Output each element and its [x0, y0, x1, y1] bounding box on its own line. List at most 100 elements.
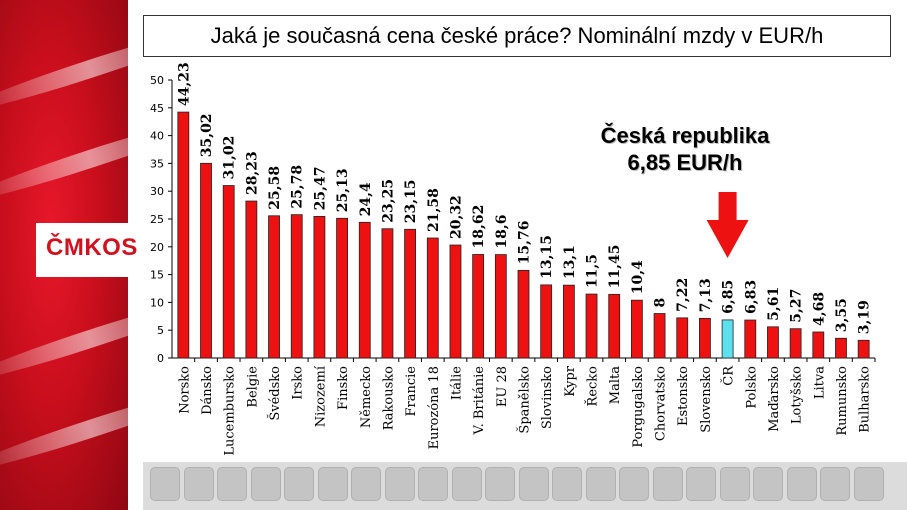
category-label: V. Británie	[472, 366, 487, 436]
bar	[767, 326, 779, 359]
category-label: Porgugalsko	[631, 366, 646, 448]
bar	[177, 111, 190, 359]
value-label: 31,02	[222, 136, 238, 180]
dlv-logo	[384, 467, 415, 501]
value-label: 3,19	[857, 300, 873, 334]
value-label: 6,85	[721, 280, 737, 314]
bar	[313, 215, 326, 359]
value-label: 7,22	[675, 278, 691, 312]
union-logo	[150, 467, 180, 501]
category-label: Švédsko	[266, 366, 283, 421]
category-label: Slovensko	[699, 366, 714, 433]
bar	[585, 293, 598, 359]
union-logo	[351, 467, 381, 501]
category-label: Francie	[404, 366, 419, 417]
value-label: 8	[653, 298, 669, 308]
union-logo	[753, 467, 783, 501]
union-logo	[317, 467, 348, 501]
category-label: Finsko	[336, 366, 351, 410]
bar	[494, 254, 507, 359]
union-logo	[418, 467, 448, 501]
bar	[517, 269, 530, 359]
value-label: 35,02	[199, 113, 215, 157]
category-label: Irsko	[291, 366, 306, 400]
bar	[268, 215, 280, 359]
category-label: Polsko	[744, 366, 759, 409]
y-tick-label: 20	[150, 241, 164, 254]
union-logo	[451, 467, 482, 501]
value-label: 25,58	[267, 166, 283, 210]
value-label: 23,25	[380, 179, 396, 223]
bar	[200, 162, 212, 359]
cmkos-logo: ČMKOS	[46, 234, 138, 261]
vos-logo	[853, 467, 884, 501]
bar	[562, 284, 575, 359]
osd-logo	[284, 467, 314, 501]
y-tick-label: 5	[157, 324, 164, 337]
value-label: 11,45	[607, 244, 623, 288]
value-label: 3,55	[834, 298, 850, 332]
value-label: 18,62	[471, 205, 487, 249]
value-label: 25,47	[312, 167, 328, 211]
y-tick-label: 30	[150, 185, 164, 198]
category-label: Belgie	[245, 366, 260, 408]
bar	[245, 200, 258, 359]
y-tick-label: 40	[150, 130, 164, 143]
y-tick-label: 50	[150, 74, 164, 87]
school-union-logo	[183, 467, 214, 501]
category-label: Lotyšsko	[790, 366, 805, 424]
value-label: 11,5	[585, 254, 601, 288]
y-tick-label: 0	[157, 352, 164, 365]
category-label: Eurozóna 18	[427, 366, 442, 449]
logo-box	[36, 223, 156, 277]
annotation-line2: 6,85 EUR/h	[627, 150, 743, 175]
bar	[381, 228, 394, 359]
category-label: Bulharsko	[858, 366, 873, 433]
category-label: Španělsko	[516, 366, 533, 434]
category-label: Itálie	[449, 366, 464, 400]
category-label: Dánsko	[200, 366, 215, 415]
union-logo	[585, 467, 616, 501]
value-label: 7,13	[698, 278, 714, 312]
chart-title: Jaká je současná cena české práce? Nomin…	[143, 15, 891, 57]
value-label: 13,15	[539, 235, 555, 279]
union-logo	[652, 467, 683, 501]
arrow-shaft	[718, 192, 737, 222]
bar	[812, 331, 825, 359]
union-logo	[518, 467, 549, 501]
bar	[290, 214, 303, 359]
union-logo	[619, 467, 649, 501]
value-label: 13,1	[562, 245, 578, 279]
bar	[653, 313, 666, 359]
bar	[404, 228, 417, 359]
value-label: 4,68	[811, 292, 827, 326]
union-logo	[686, 467, 716, 501]
bar	[426, 237, 439, 359]
bar	[336, 217, 348, 359]
value-label: 24,4	[358, 182, 374, 216]
union-logo	[820, 467, 850, 501]
value-label: 15,76	[517, 221, 533, 265]
value-label: 25,13	[335, 168, 351, 212]
value-label: 5,61	[766, 287, 782, 321]
category-label: EU 28	[495, 366, 510, 407]
union-logo	[719, 467, 750, 501]
value-label: 44,23	[176, 62, 192, 106]
y-tick-label: 25	[150, 213, 164, 226]
y-tick-label: 10	[150, 296, 164, 309]
value-label: 10,4	[630, 260, 646, 294]
category-label: ČR	[720, 365, 737, 386]
value-label: 21,58	[426, 188, 442, 232]
bar	[540, 284, 553, 359]
union-logo	[786, 467, 817, 501]
bar	[721, 319, 734, 359]
union-logo	[552, 467, 582, 501]
bar	[222, 185, 235, 359]
bar	[699, 317, 711, 359]
category-label: Německo	[359, 366, 374, 428]
category-label: Norsko	[177, 366, 192, 414]
union-logo	[250, 467, 281, 501]
category-label: Litva	[812, 366, 827, 399]
category-label: Slovinsko	[540, 366, 555, 429]
